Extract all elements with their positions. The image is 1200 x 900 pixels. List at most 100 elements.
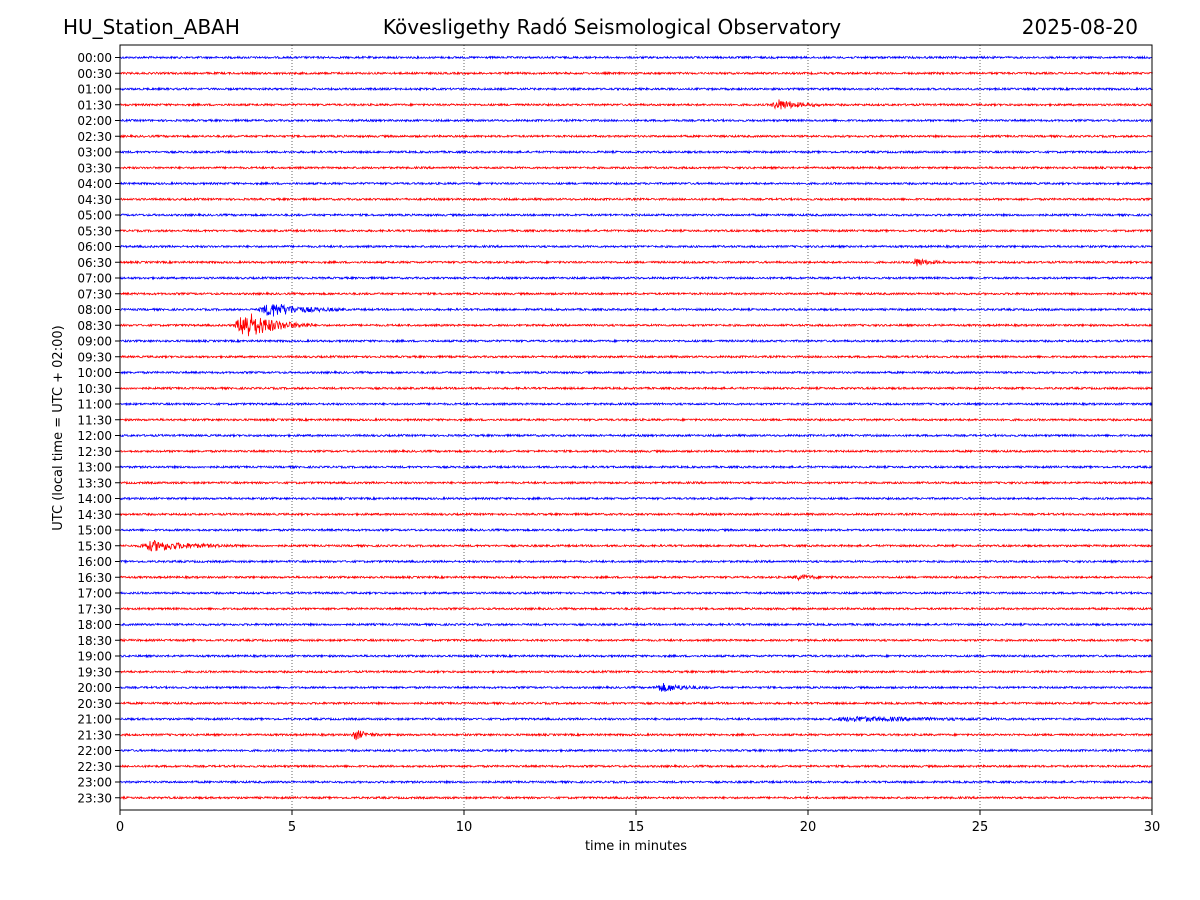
y-tick-label: 11:00 — [77, 398, 112, 412]
y-tick-label: 16:00 — [77, 555, 112, 569]
trace-1900 — [119, 653, 1153, 659]
trace-0230 — [119, 133, 1153, 139]
trace-1030 — [119, 385, 1153, 391]
y-tick-label: 12:30 — [77, 445, 112, 459]
trace-1800 — [119, 621, 1153, 628]
trace-1400 — [119, 496, 1153, 501]
trace-1000 — [119, 369, 1153, 376]
x-tick-label: 0 — [116, 820, 124, 835]
grid-lines — [291, 45, 981, 810]
trace-0430 — [119, 196, 1153, 202]
y-tick-label: 14:30 — [77, 508, 112, 522]
y-tick-label: 13:30 — [77, 476, 112, 490]
trace-2030 — [119, 700, 1153, 706]
y-tick-label: 04:00 — [77, 177, 112, 191]
trace-2200 — [119, 747, 1153, 753]
trace-1700 — [119, 590, 1153, 596]
y-tick-label: 06:30 — [77, 256, 112, 270]
y-tick-label: 18:00 — [77, 618, 112, 632]
y-tick-label: 19:30 — [77, 665, 112, 679]
trace-2330 — [119, 795, 1153, 801]
trace-1130 — [119, 417, 1153, 423]
x-tick-label: 30 — [1144, 820, 1161, 835]
y-tick-label: 00:00 — [77, 51, 112, 65]
trace-1730 — [119, 606, 1153, 612]
trace-0000 — [119, 54, 1153, 60]
y-tick-label: 02:00 — [77, 114, 112, 128]
trace-0800 — [119, 304, 1153, 317]
y-tick-label: 14:00 — [77, 492, 112, 506]
trace-0200 — [119, 117, 1153, 123]
x-axis: 0 5 10 15 20 25 30 — [116, 810, 1160, 835]
trace-0900 — [119, 338, 1153, 344]
trace-1300 — [119, 464, 1153, 470]
trace-2130 — [119, 730, 1153, 741]
y-tick-label: 05:00 — [77, 209, 112, 223]
trace-1330 — [119, 480, 1153, 486]
y-tick-label: 15:00 — [77, 524, 112, 538]
y-tick-label: 17:30 — [77, 602, 112, 616]
trace-0730 — [119, 291, 1153, 297]
y-tick-label: 03:30 — [77, 161, 112, 175]
trace-0100 — [119, 86, 1153, 92]
trace-0630 — [119, 258, 1153, 267]
date-label: 2025-08-20 — [1021, 15, 1138, 39]
trace-1930 — [119, 669, 1153, 675]
trace-2100 — [119, 715, 1153, 723]
y-tick-label: 23:00 — [77, 776, 112, 790]
trace-2300 — [119, 779, 1153, 785]
y-tick-label: 13:00 — [77, 461, 112, 475]
trace-1100 — [119, 401, 1153, 407]
trace-1200 — [119, 432, 1153, 438]
chart-title: Kövesligethy Radó Seismological Observat… — [382, 15, 842, 39]
y-tick-label: 17:00 — [77, 587, 112, 601]
trace-1630 — [119, 573, 1153, 582]
y-tick-label: 23:30 — [77, 791, 112, 805]
trace-1600 — [119, 559, 1153, 565]
trace-0930 — [119, 354, 1153, 360]
y-tick-label: 08:30 — [77, 319, 112, 333]
x-tick-label: 20 — [800, 820, 817, 835]
y-tick-label: 05:30 — [77, 224, 112, 238]
y-tick-label: 03:00 — [77, 146, 112, 160]
y-tick-label: 16:30 — [77, 571, 112, 585]
y-tick-label: 12:00 — [77, 429, 112, 443]
y-tick-label: 22:00 — [77, 744, 112, 758]
y-tick-label: 10:30 — [77, 382, 112, 396]
trace-0300 — [119, 149, 1153, 155]
trace-0700 — [119, 275, 1153, 281]
y-tick-label: 18:30 — [77, 634, 112, 648]
y-tick-label: 10:00 — [77, 366, 112, 380]
y-tick-label: 09:30 — [77, 350, 112, 364]
trace-0530 — [119, 228, 1153, 234]
y-tick-label: 02:30 — [77, 130, 112, 144]
y-tick-label: 22:30 — [77, 760, 112, 774]
x-tick-label: 10 — [456, 820, 473, 835]
y-tick-label: 21:00 — [77, 713, 112, 727]
station-label: HU_Station_ABAH — [63, 15, 240, 39]
trace-1500 — [119, 527, 1153, 533]
y-tick-label: 06:00 — [77, 240, 112, 254]
y-tick-label: 07:00 — [77, 272, 112, 286]
trace-2000 — [119, 682, 1153, 692]
trace-2230 — [119, 763, 1153, 769]
x-tick-label: 25 — [972, 820, 989, 835]
y-tick-label: 00:30 — [77, 67, 112, 81]
trace-1530 — [119, 539, 1153, 552]
trace-0400 — [119, 180, 1153, 186]
y-tick-label: 01:00 — [77, 83, 112, 97]
trace-0500 — [119, 212, 1153, 218]
y-tick-label: 07:30 — [77, 287, 112, 301]
trace-1830 — [119, 637, 1153, 643]
trace-0330 — [119, 165, 1153, 171]
trace-0130 — [119, 99, 1153, 110]
y-tick-label: 20:00 — [77, 681, 112, 695]
y-tick-label: 19:00 — [77, 650, 112, 664]
y-tick-label: 15:30 — [77, 539, 112, 553]
trace-1230 — [119, 448, 1153, 454]
y-tick-label: 09:00 — [77, 335, 112, 349]
x-axis-label: time in minutes — [585, 839, 687, 854]
y-tick-label: 11:30 — [77, 413, 112, 427]
